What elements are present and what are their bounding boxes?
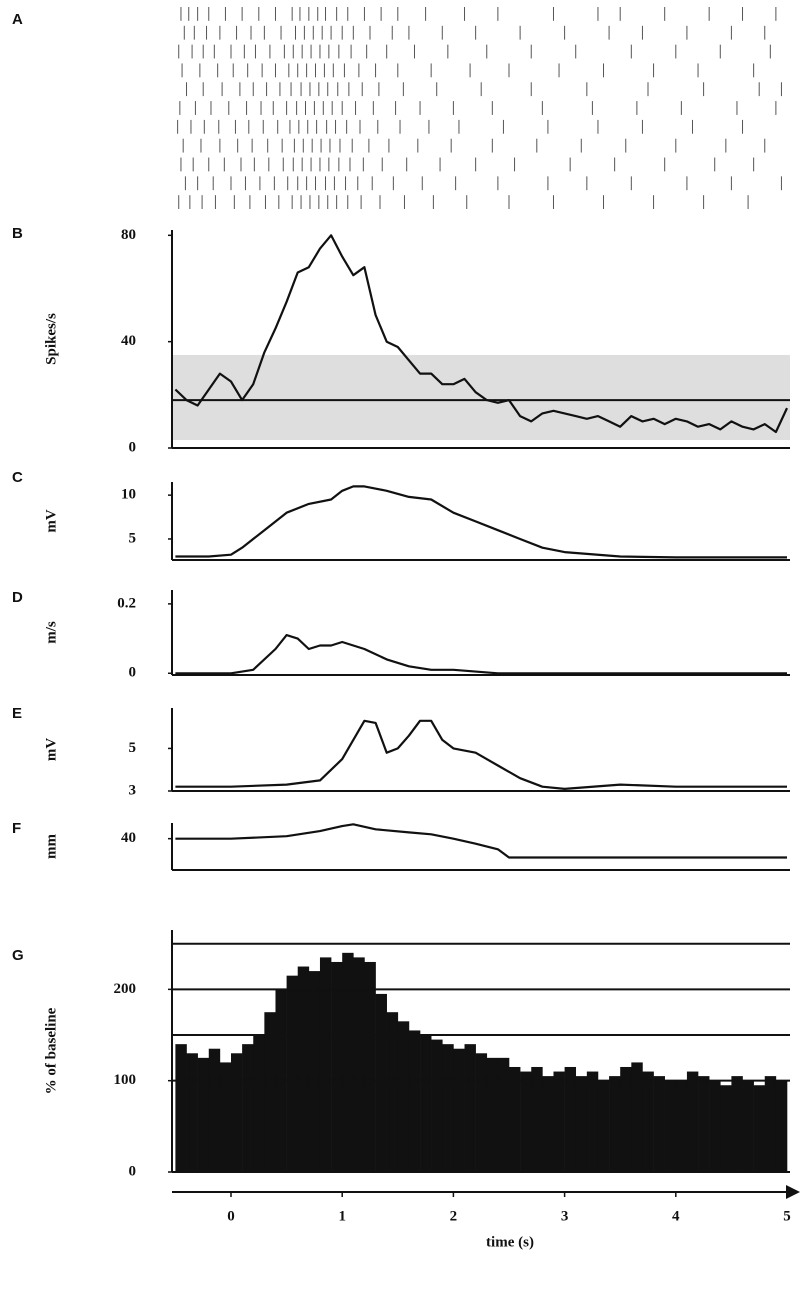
bar bbox=[609, 1076, 621, 1172]
y-tick-label: 3 bbox=[129, 782, 137, 798]
bar bbox=[742, 1080, 754, 1172]
data-line bbox=[174, 234, 788, 434]
bar bbox=[564, 1066, 577, 1172]
panel-label: E bbox=[12, 705, 22, 722]
y-tick-label: 10 bbox=[121, 487, 136, 503]
bar bbox=[231, 1053, 243, 1172]
bar bbox=[342, 952, 354, 1172]
y-tick-label: 0.2 bbox=[117, 595, 136, 611]
bar bbox=[586, 1071, 599, 1172]
bar bbox=[331, 961, 343, 1172]
bar bbox=[464, 1044, 476, 1172]
x-tick-label: 1 bbox=[338, 1208, 346, 1224]
panel-label: D bbox=[12, 589, 23, 606]
bar bbox=[642, 1071, 654, 1172]
bar bbox=[664, 1080, 677, 1172]
bar bbox=[731, 1076, 743, 1172]
y-tick-label: 200 bbox=[114, 981, 137, 997]
y-tick-label: 40 bbox=[121, 830, 136, 846]
bar bbox=[509, 1066, 521, 1172]
y-tick-label: 0 bbox=[129, 665, 137, 681]
bar bbox=[497, 1057, 510, 1172]
bar bbox=[486, 1057, 499, 1172]
data-line bbox=[175, 719, 787, 790]
y-tick-label: 100 bbox=[114, 1072, 137, 1088]
y-tick-label: 0 bbox=[129, 1163, 137, 1179]
panel-label: F bbox=[12, 820, 21, 837]
bar bbox=[308, 971, 321, 1172]
bar bbox=[620, 1066, 632, 1172]
x-tick-label: 0 bbox=[227, 1208, 235, 1224]
bar bbox=[375, 993, 387, 1172]
data-line bbox=[175, 634, 787, 675]
bar bbox=[575, 1076, 588, 1172]
y-tick-label: 5 bbox=[129, 530, 137, 546]
bar bbox=[175, 1044, 187, 1172]
y-axis-label: m/s bbox=[43, 621, 59, 644]
data-line bbox=[175, 485, 787, 559]
bar bbox=[686, 1071, 699, 1172]
bar bbox=[675, 1080, 688, 1172]
bar bbox=[297, 966, 310, 1172]
bar bbox=[720, 1085, 732, 1172]
y-axis-label: mV bbox=[43, 738, 59, 761]
x-tick-label: 4 bbox=[672, 1208, 680, 1224]
bar bbox=[520, 1071, 532, 1172]
bar bbox=[442, 1044, 454, 1172]
baseline-band bbox=[172, 354, 790, 441]
bar bbox=[197, 1057, 210, 1172]
bar bbox=[386, 1012, 399, 1172]
bar bbox=[698, 1076, 710, 1172]
bar bbox=[775, 1080, 788, 1172]
bar bbox=[542, 1076, 554, 1172]
y-axis-label: % of baseline bbox=[43, 1007, 59, 1094]
bar bbox=[408, 1030, 421, 1172]
bar bbox=[253, 1035, 265, 1172]
bar bbox=[353, 957, 365, 1172]
panel-label: B bbox=[12, 225, 23, 242]
x-axis-label: time (s) bbox=[486, 1234, 534, 1250]
panel-label: A bbox=[12, 11, 23, 28]
y-axis-label: mm bbox=[43, 834, 59, 859]
bar bbox=[186, 1053, 198, 1172]
bar bbox=[397, 1021, 410, 1172]
bar bbox=[319, 957, 332, 1172]
bar bbox=[431, 1039, 443, 1172]
y-tick-label: 0 bbox=[129, 439, 137, 455]
panel-label: G bbox=[12, 947, 24, 964]
panel-label: C bbox=[12, 469, 23, 486]
bar bbox=[531, 1066, 543, 1172]
bar bbox=[364, 961, 376, 1172]
bar bbox=[420, 1035, 432, 1172]
bar bbox=[264, 1012, 276, 1172]
bar bbox=[453, 1048, 465, 1172]
bar bbox=[242, 1044, 254, 1172]
bar bbox=[631, 1062, 643, 1172]
data-line bbox=[175, 823, 787, 859]
bar bbox=[475, 1053, 488, 1172]
bar bbox=[709, 1080, 721, 1172]
bar bbox=[597, 1080, 610, 1172]
bar bbox=[208, 1048, 221, 1172]
bar bbox=[553, 1071, 565, 1172]
bar bbox=[764, 1076, 777, 1172]
x-tick-label: 5 bbox=[783, 1208, 791, 1224]
y-tick-label: 40 bbox=[121, 333, 136, 349]
x-tick-label: 2 bbox=[450, 1208, 458, 1224]
x-tick-label: 3 bbox=[561, 1208, 569, 1224]
y-tick-label: 5 bbox=[129, 740, 137, 756]
y-axis-label: Spikes/s bbox=[43, 313, 59, 365]
y-axis-label: mV bbox=[43, 509, 59, 532]
axis-arrow bbox=[786, 1185, 800, 1199]
bar bbox=[653, 1076, 665, 1172]
bar bbox=[219, 1062, 232, 1172]
y-tick-label: 80 bbox=[121, 227, 136, 243]
bar bbox=[286, 975, 299, 1172]
bar bbox=[753, 1085, 766, 1172]
